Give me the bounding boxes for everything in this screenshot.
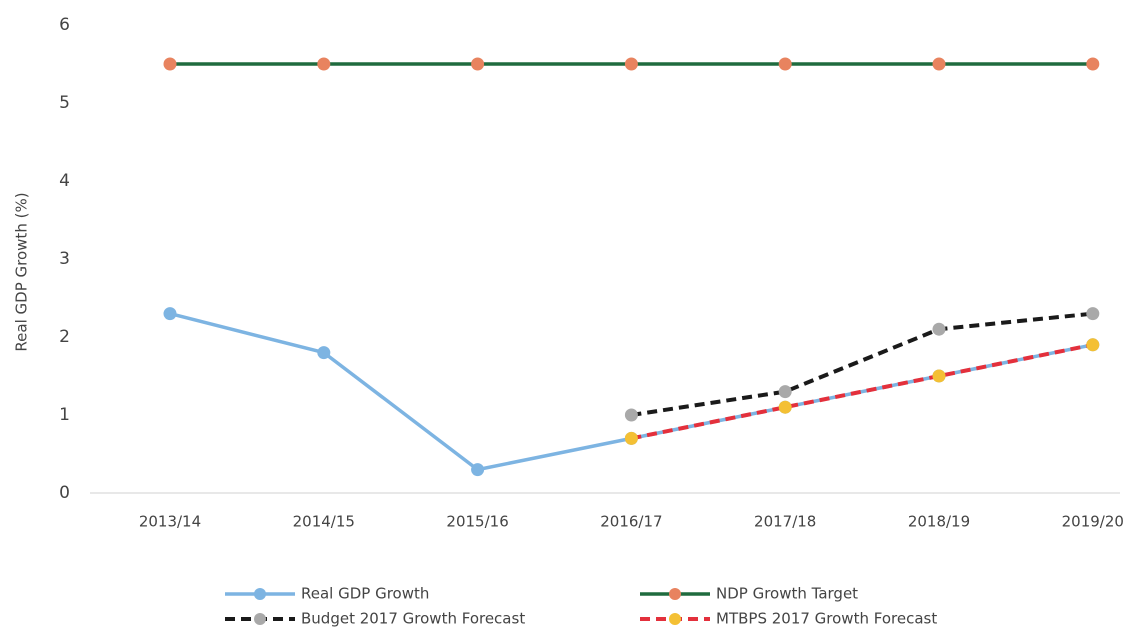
series-marker (471, 463, 485, 477)
x-tick-label: 2014/15 (293, 513, 355, 531)
series-marker (932, 369, 946, 383)
series-marker (163, 57, 177, 71)
series-marker (778, 57, 792, 71)
legend-marker (254, 613, 266, 625)
legend-label: MTBPS 2017 Growth Forecast (716, 610, 937, 628)
x-tick-label: 2015/16 (446, 513, 508, 531)
y-tick-label: 3 (59, 249, 70, 269)
series-marker (1086, 57, 1100, 71)
y-tick-label: 0 (59, 483, 70, 503)
legend-marker (669, 588, 681, 600)
legend-label: Real GDP Growth (301, 585, 429, 603)
series-marker (317, 57, 331, 71)
y-tick-label: 4 (59, 171, 70, 191)
series-line (631, 342, 1094, 441)
x-tick-label: 2013/14 (139, 513, 201, 531)
y-tick-label: 5 (59, 93, 70, 113)
series-marker (932, 57, 946, 71)
series-marker (471, 57, 485, 71)
y-axis-label: Real GDP Growth (%) (13, 192, 31, 351)
series-marker (163, 307, 177, 321)
x-tick-label: 2018/19 (908, 513, 970, 531)
series-marker (778, 400, 792, 414)
y-tick-label: 2 (59, 327, 70, 347)
series-line (631, 311, 1094, 417)
series-marker (624, 408, 638, 422)
y-tick-label: 1 (59, 405, 70, 425)
series-marker (778, 385, 792, 399)
series-marker (624, 431, 638, 445)
x-tick-label: 2017/18 (754, 513, 816, 531)
legend-label: Budget 2017 Growth Forecast (301, 610, 525, 628)
series-marker (317, 346, 331, 360)
legend-marker (669, 613, 681, 625)
series-marker (1086, 338, 1100, 352)
legend-label: NDP Growth Target (716, 585, 858, 603)
series-marker (932, 322, 946, 336)
x-tick-label: 2019/20 (1062, 513, 1124, 531)
series-marker (624, 57, 638, 71)
x-tick-label: 2016/17 (600, 513, 662, 531)
legend-marker (254, 588, 266, 600)
series-line (169, 311, 1094, 472)
series-marker (1086, 307, 1100, 321)
y-tick-label: 6 (59, 15, 70, 35)
